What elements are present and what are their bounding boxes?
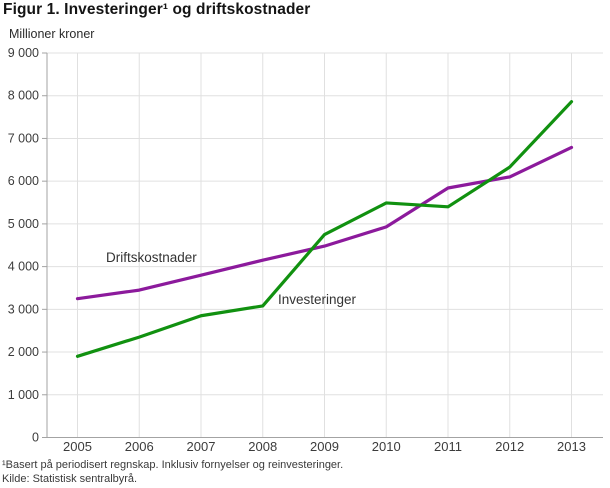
x-tick-label: 2006 [125,439,154,454]
x-gridlines [77,53,572,438]
x-tick-label: 2010 [372,439,401,454]
y-tick-labels: 0 1 000 2 000 3 000 4 000 5 000 6 000 7 000 8 00… [8,46,39,445]
x-tick-label: 2008 [248,439,277,454]
x-tick-label: 2013 [557,439,586,454]
y-tick-label: 9 000 [8,46,39,60]
x-tick-label: 2009 [310,439,339,454]
x-tick-label: 2007 [187,439,216,454]
y-tick-label: 1 000 [8,388,39,402]
y-tick-label: 0 [32,431,39,445]
x-tick-label: 2005 [63,439,92,454]
figure-title: Figur 1. Investeringer¹ og driftskostnad… [3,1,311,18]
series-label-investeringer: Investeringer [278,292,357,307]
source-line: Kilde: Statistisk sentralbyrå. [2,473,138,485]
y-axis-unit-label: Millioner kroner [9,27,95,41]
x-tick-labels: 2005 2006 2007 2008 2009 2010 2011 2012 2013 [63,439,586,454]
series-label-driftskostnader: Driftskostnader [106,250,197,265]
y-axis [42,52,48,438]
x-tick-label: 2012 [495,439,524,454]
y-tick-label: 2 000 [8,345,39,359]
series-line-investeringer [75,100,574,358]
y-tick-label: 8 000 [8,89,39,103]
y-tick-label: 7 000 [8,131,39,145]
line-chart: 0 1 000 2 000 3 000 4 000 5 000 6 000 7 000 8 00… [8,46,603,454]
x-tick-label: 2011 [434,439,462,454]
y-tick-label: 3 000 [8,302,39,316]
y-tick-label: 6 000 [8,174,39,188]
y-gridlines [47,52,603,438]
footnote: ¹Basert på periodisert regnskap. Inklusi… [2,459,344,471]
y-tick-label: 4 000 [8,260,39,274]
y-tick-label: 5 000 [8,217,39,231]
